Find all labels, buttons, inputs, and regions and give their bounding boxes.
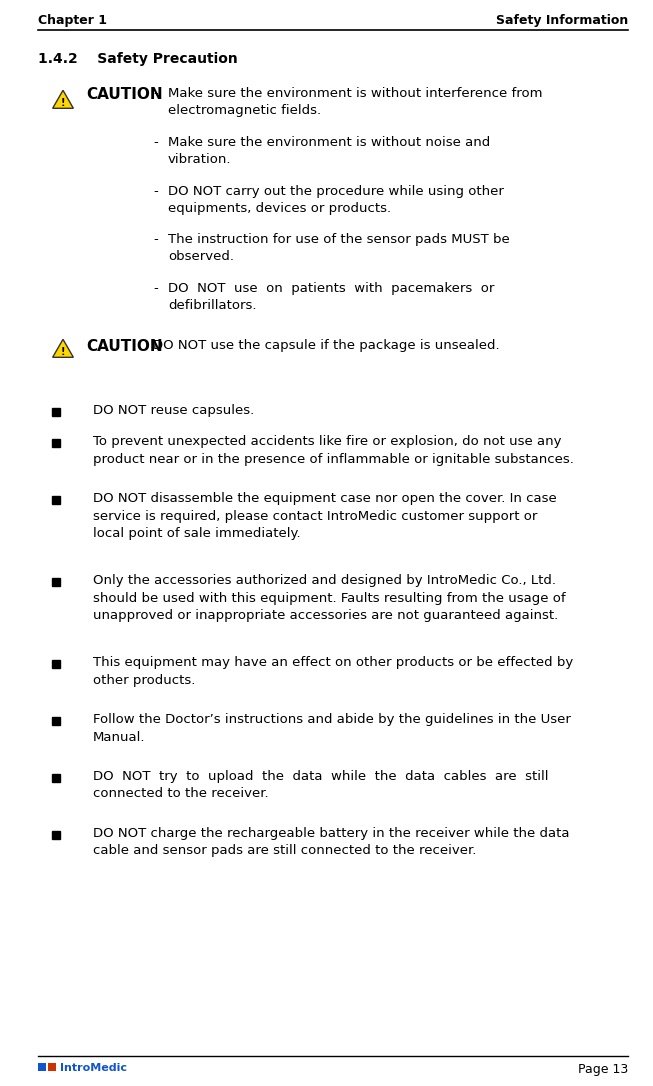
Bar <box>52 660 60 668</box>
Polygon shape <box>53 90 73 109</box>
Text: DO NOT reuse capsules.: DO NOT reuse capsules. <box>93 404 254 417</box>
Text: -: - <box>153 282 158 295</box>
Text: IntroMedic: IntroMedic <box>60 1063 127 1073</box>
Text: DO NOT use the capsule if the package is unsealed.: DO NOT use the capsule if the package is… <box>153 339 500 352</box>
Bar <box>52 717 60 725</box>
Text: The instruction for use of the sensor pads MUST be
observed.: The instruction for use of the sensor pa… <box>168 233 510 264</box>
Bar <box>48 1063 56 1071</box>
Polygon shape <box>53 339 73 357</box>
Bar <box>52 578 60 586</box>
Text: To prevent unexpected accidents like fire or explosion, do not use any
product n: To prevent unexpected accidents like fir… <box>93 435 574 466</box>
Text: -: - <box>153 87 158 100</box>
Text: This equipment may have an effect on other products or be effected by
other prod: This equipment may have an effect on oth… <box>93 656 573 686</box>
Text: DO NOT carry out the procedure while using other
equipments, devices or products: DO NOT carry out the procedure while usi… <box>168 185 504 215</box>
Bar <box>52 496 60 504</box>
Text: DO NOT disassemble the equipment case nor open the cover. In case
service is req: DO NOT disassemble the equipment case no… <box>93 492 557 540</box>
Text: DO  NOT  use  on  patients  with  pacemakers  or
defibrillators.: DO NOT use on patients with pacemakers o… <box>168 282 494 312</box>
Text: Page 13: Page 13 <box>578 1063 628 1076</box>
Text: 1.4.2    Safety Precaution: 1.4.2 Safety Precaution <box>38 52 238 66</box>
Text: Follow the Doctor’s instructions and abide by the guidelines in the User
Manual.: Follow the Doctor’s instructions and abi… <box>93 714 571 744</box>
Text: Safety Information: Safety Information <box>496 14 628 27</box>
Text: Make sure the environment is without noise and
vibration.: Make sure the environment is without noi… <box>168 136 490 166</box>
Text: Chapter 1: Chapter 1 <box>38 14 107 27</box>
Text: -: - <box>153 185 158 198</box>
Text: Only the accessories authorized and designed by IntroMedic Co., Ltd.
should be u: Only the accessories authorized and desi… <box>93 574 565 622</box>
Bar <box>52 440 60 447</box>
Text: CAUTION: CAUTION <box>86 87 163 102</box>
Text: !: ! <box>61 346 65 357</box>
Bar <box>38 1063 46 1071</box>
Text: Make sure the environment is without interference from
electromagnetic fields.: Make sure the environment is without int… <box>168 87 543 117</box>
Text: !: ! <box>61 98 65 108</box>
Text: DO  NOT  try  to  upload  the  data  while  the  data  cables  are  still
connec: DO NOT try to upload the data while the … <box>93 770 549 800</box>
Bar <box>52 831 60 838</box>
Text: -: - <box>153 136 158 149</box>
Text: DO NOT charge the rechargeable battery in the receiver while the data
cable and : DO NOT charge the rechargeable battery i… <box>93 826 569 857</box>
Bar <box>52 408 60 416</box>
Text: -: - <box>153 233 158 247</box>
Text: CAUTION: CAUTION <box>86 339 163 354</box>
Bar <box>52 774 60 782</box>
